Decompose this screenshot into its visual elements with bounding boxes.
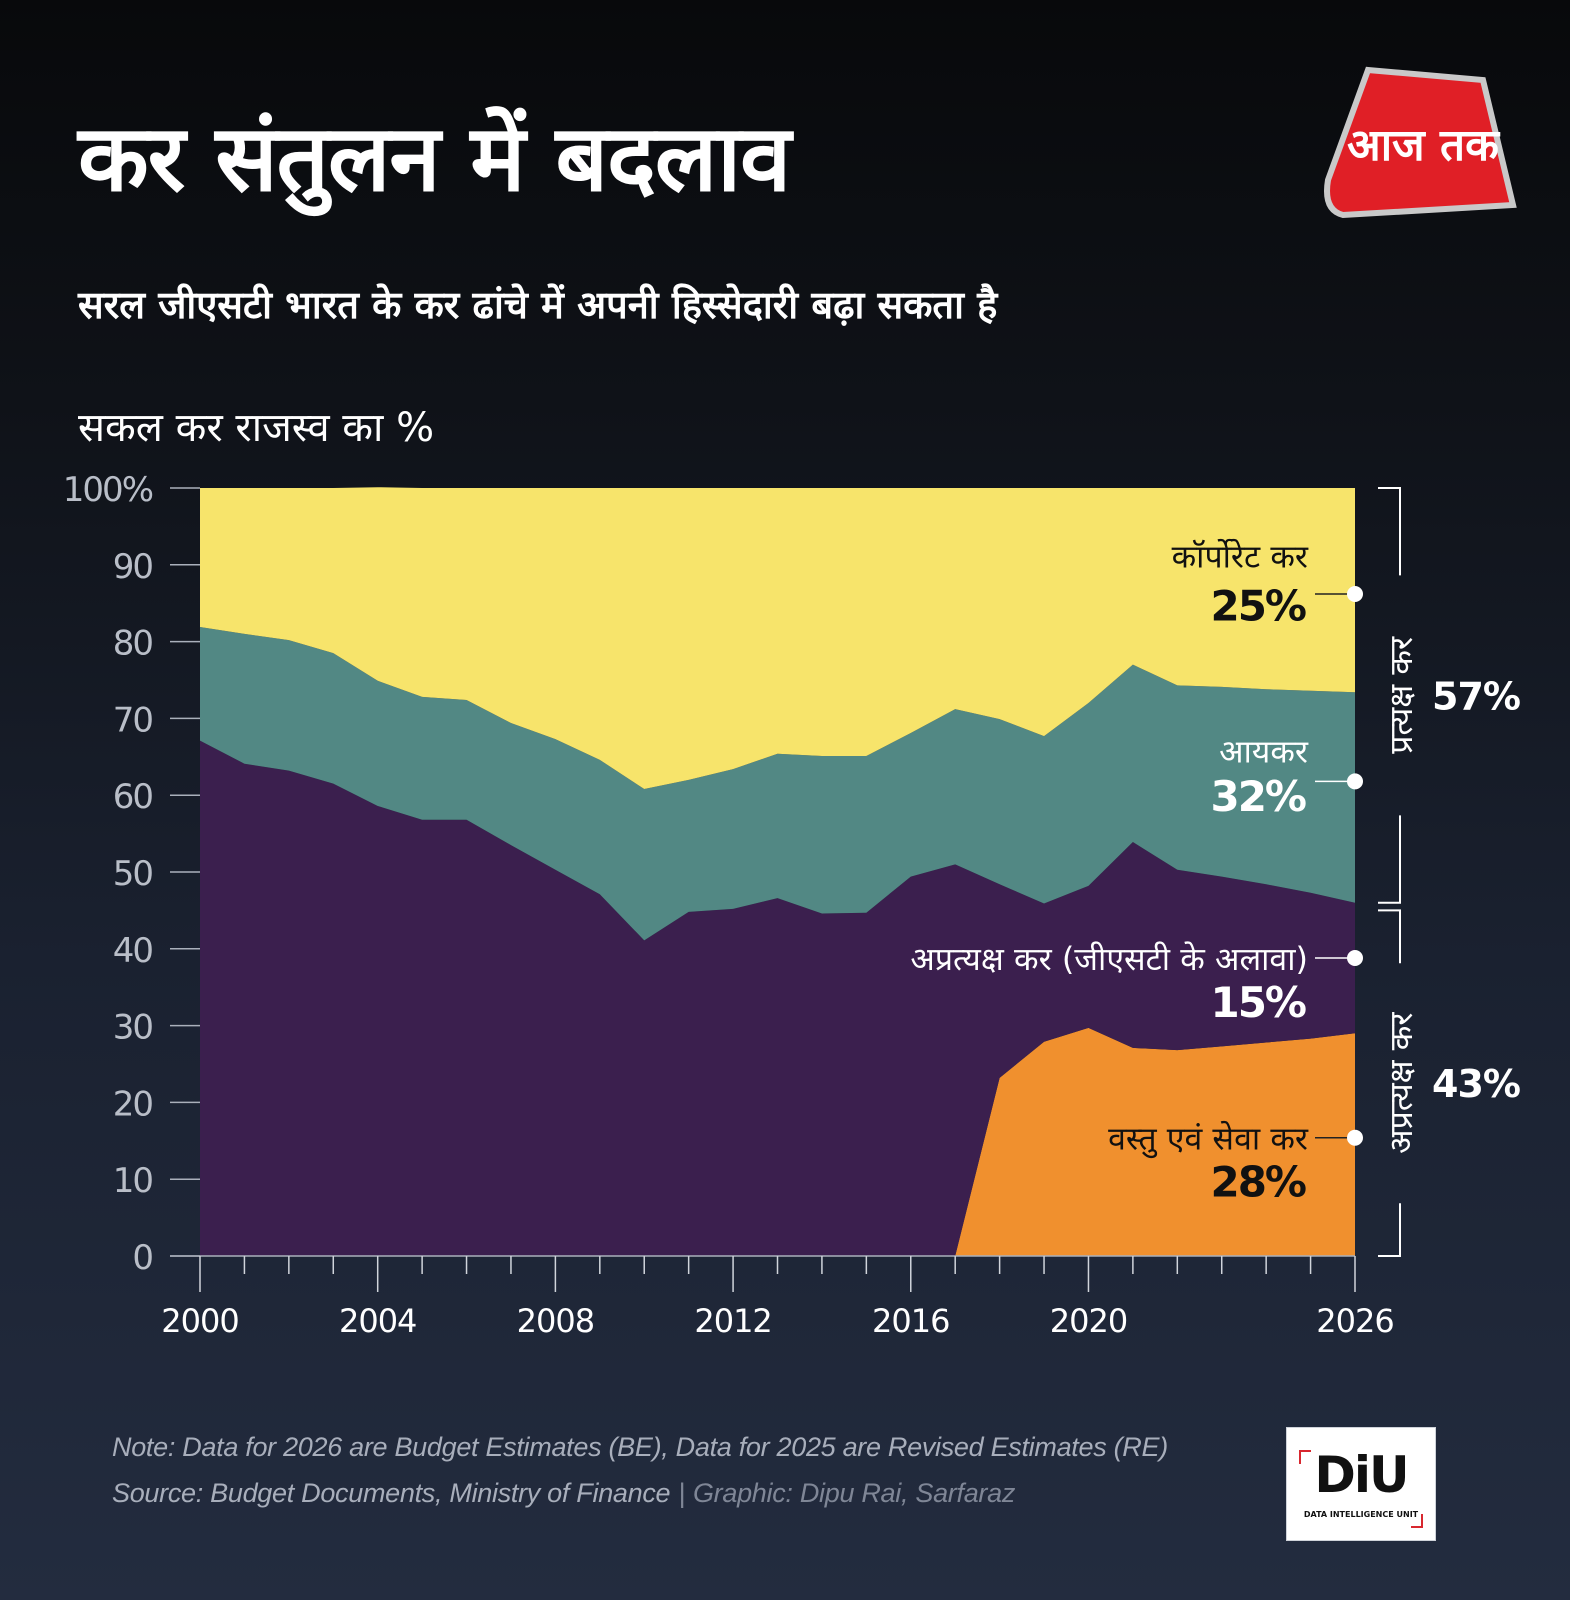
group-brackets: प्रत्यक्ष कर 57% अप्रत्यक्ष कर 43% (1378, 487, 1521, 1257)
x-tick-label: 2008 (517, 1302, 594, 1340)
separator: | (678, 1478, 685, 1508)
stacked-area-chart: 0 10 20 30 40 50 60 70 80 90 100% 2000 2004 2008 2012… (62, 470, 1521, 1340)
y-tick-label: 40 (113, 931, 153, 971)
series-value-label: 15% (1210, 978, 1305, 1027)
y-tick-label: 10 (113, 1161, 153, 1201)
area-layer (200, 487, 1355, 1256)
series-marker-dot (1347, 1129, 1363, 1146)
aajtak-logo-badge (1324, 66, 1517, 219)
x-tick-label: 2020 (1050, 1302, 1127, 1340)
group-value-label: 57% (1432, 674, 1520, 718)
chart-subtitle: सरल जीएसटी भारत के कर ढांचे में अपनी हिस… (78, 283, 998, 327)
bracket-line (1378, 487, 1401, 576)
source-text: Source: Budget Documents, Ministry of Fi… (112, 1478, 671, 1508)
x-axis: 2000 2004 2008 2012 2016 2020 2026 (161, 1255, 1395, 1340)
x-tick-label: 2004 (339, 1302, 416, 1340)
series-marker-dot (1347, 773, 1363, 790)
y-axis-title: सकल कर राजस्व का % (78, 405, 435, 451)
area-series-2 (200, 740, 1355, 1256)
x-tick-label: 2000 (161, 1302, 238, 1340)
y-tick-label: 80 (113, 624, 153, 664)
diu-logo-text: DiU (1314, 1446, 1409, 1504)
group-name-label: अप्रत्यक्ष कर (1382, 1012, 1420, 1154)
series-marker-dot (1347, 585, 1363, 602)
y-tick-label: 50 (113, 854, 153, 894)
graphic-credit: Graphic: Dipu Rai, Sarfaraz (692, 1478, 1016, 1508)
bracket-line (1378, 1203, 1401, 1257)
chart-title: कर संतुलन में बदलाव (78, 105, 791, 212)
diu-corner-mark (1299, 1450, 1311, 1464)
diu-logo-subtitle: DATA INTELLIGENCE UNIT (1303, 1510, 1419, 1519)
bracket-line (1378, 815, 1401, 904)
diu-logo: DiU DATA INTELLIGENCE UNIT (1286, 1427, 1436, 1541)
area-series-4 (200, 487, 1355, 790)
y-axis: 0 10 20 30 40 50 60 70 80 90 100% (63, 470, 200, 1278)
y-tick-label: 0 (132, 1238, 152, 1278)
y-tick-label: 60 (113, 777, 153, 817)
area-series-3 (200, 627, 1355, 941)
series-name-label: कॉर्पोरेट कर (1172, 538, 1309, 576)
area-series-1 (200, 1027, 1355, 1256)
x-tick-label: 2026 (1316, 1302, 1393, 1340)
series-name-label: वस्तु एवं सेवा कर (1108, 1120, 1309, 1159)
y-tick-label: 20 (113, 1084, 153, 1124)
series-value-label: 25% (1210, 582, 1305, 631)
group-name-label: प्रत्यक्ष कर (1382, 636, 1420, 754)
series-marker-dot (1347, 950, 1363, 967)
aajtak-logo-text: आज तक (1347, 120, 1501, 171)
series-name-label: अप्रत्यक्ष कर (जीएसटी के अलावा) (910, 940, 1308, 978)
group-value-label: 43% (1432, 1062, 1520, 1106)
series-value-label: 28% (1210, 1158, 1305, 1207)
series-value-label: 32% (1210, 772, 1305, 821)
diu-corner-mark (1411, 1514, 1423, 1528)
aajtak-logo: आज तक (1324, 66, 1517, 219)
series-name-label: आयकर (1219, 733, 1309, 771)
y-tick-label: 90 (113, 547, 153, 587)
x-tick-label: 2016 (872, 1302, 949, 1340)
y-tick-label: 100% (63, 470, 153, 510)
footer-source-line: Source: Budget Documents, Ministry of Fi… (112, 1478, 1015, 1509)
y-tick-label: 30 (113, 1008, 153, 1048)
y-tick-label: 70 (113, 700, 153, 740)
x-tick-label: 2012 (694, 1302, 771, 1340)
bracket-line (1378, 909, 1401, 964)
footer-note: Note: Data for 2026 are Budget Estimates… (112, 1432, 1168, 1462)
